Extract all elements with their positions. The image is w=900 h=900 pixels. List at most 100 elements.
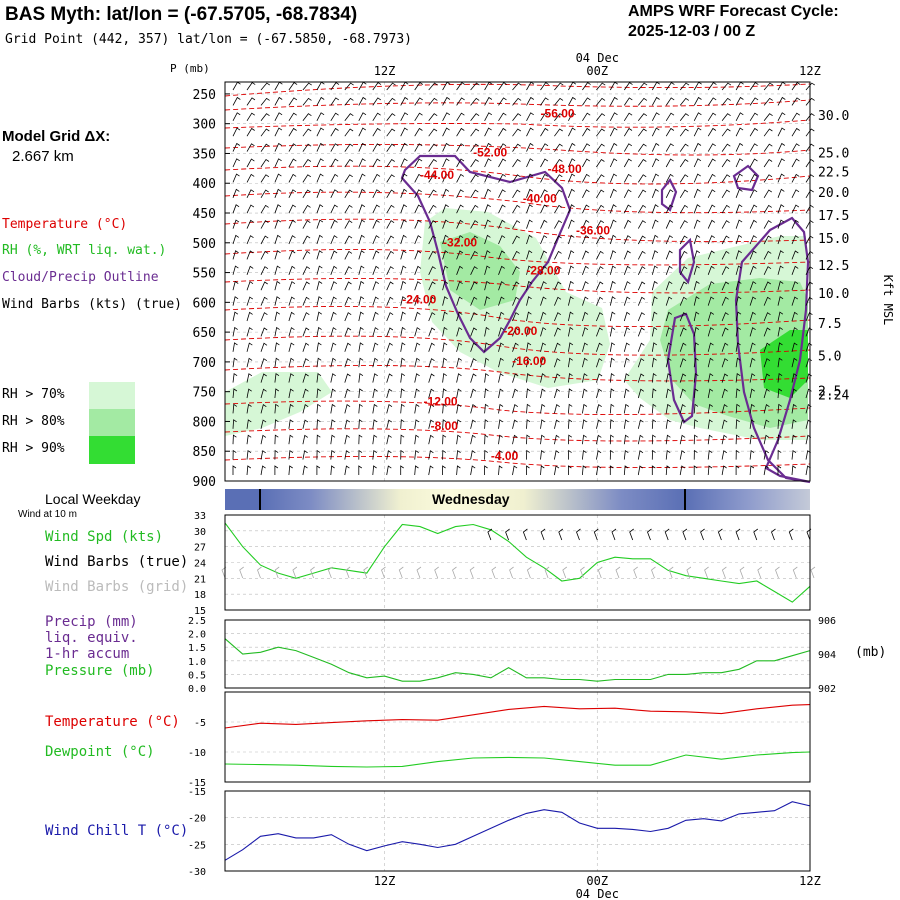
cloud-legend-label: Cloud/Precip Outline [2,270,159,285]
top-date-label: 04 Dec [576,51,619,65]
forecast-cycle-value: 2025-12-03 / 00 Z [628,23,756,40]
page-title: BAS Myth: lat/lon = (-67.5705, -68.7834) [5,4,358,25]
temperature-label-5: -36.00 [576,223,610,237]
weekday-label: Wednesday [432,491,510,507]
rh-70-swatch [89,382,135,409]
temperature-label-1: -52.00 [473,145,507,159]
height-tick-7: 10.0 [818,287,849,302]
temperature-label-11: -12.00 [424,394,458,408]
model-grid-label: Model Grid ΔX: [2,128,111,145]
grid-point-info: Grid Point (442, 357) lat/lon = (-67.585… [5,32,412,47]
bottom-time-tick-0: 12Z [374,874,396,888]
panel-3-tick--10: -10 [188,748,206,759]
height-tick-4: 17.5 [818,209,849,224]
local-weekday-label: Local Weekday [45,491,141,507]
pressure-tick-500: 500 [193,237,216,252]
wind-legend-label: Wind Barbs (kts) (true) [2,297,183,312]
wind-barbs-grid-label: Wind Barbs (grid) [45,579,189,595]
pressure-tick-900: 900 [193,475,216,490]
top-time-tick-0: 12Z [374,64,396,78]
cloud-outline-0 [400,154,572,354]
series-dewpoint-c- [224,751,811,768]
panel-2-tick-2.5: 2.5 [188,616,206,627]
rh-70-label: RH > 70% [2,387,65,402]
isotherm-11 [224,365,811,382]
wind-10m-label: Wind at 10 m [18,509,77,520]
height-tick-3: 20.0 [818,186,849,201]
wind-barbs-true-label: Wind Barbs (true) [45,554,189,570]
height-tick-9: 5.0 [818,349,841,364]
temperature-label-8: -24.00 [402,293,436,307]
panel-2-tick-2: 2.0 [188,630,206,641]
panel-2-tick-0: 0.0 [188,684,206,695]
isotherm-2 [224,119,811,129]
rh-legend-label: RH (%, WRT liq. wat.) [2,243,167,258]
pressure-right-tick-902: 902 [818,684,836,695]
pressure-tick-800: 800 [193,415,216,430]
panel-1-tick-27: 27 [194,543,206,554]
pressure-tick-400: 400 [193,177,216,192]
top-time-tick-2: 12Z [799,64,821,78]
series-temperature-c- [224,704,811,729]
height-tick-1: 25.0 [818,146,849,161]
cloud-outline-4 [666,312,698,424]
isotherm-0 [224,83,811,97]
panel-frame-3 [224,691,811,783]
panel-frame-1 [224,514,811,611]
panel-2-tick-0.5: 0.5 [188,670,206,681]
pressure-label: Pressure (mb) [45,663,155,679]
panel-1-tick-18: 18 [194,590,206,601]
panel-4-tick--20: -20 [188,814,206,825]
pressure-right-tick-906: 906 [818,616,836,627]
panel-2-tick-1: 1.0 [188,657,206,668]
weekday-night-left [225,489,260,510]
panel-1-tick-24: 24 [194,559,206,570]
height-tick-6: 12.5 [818,259,849,274]
wind-chill-label: Wind Chill T (°C) [45,823,189,839]
pressure-tick-550: 550 [193,267,216,282]
pressure-unit-label: (mb) [855,645,886,660]
pressure-tick-650: 650 [193,326,216,341]
bottom-time-tick-1: 00Z [586,874,608,888]
pressure-axis-title: P (mb) [170,62,210,75]
pressure-tick-250: 250 [193,88,216,103]
isotherm-9 [224,305,811,327]
pressure-tick-600: 600 [193,296,216,311]
temperature-label-13: -4.00 [491,449,519,463]
weekday-day-wednesday [260,489,685,510]
pressure-tick-300: 300 [193,118,216,133]
isotherm-14 [224,456,811,469]
wind-speed-label: Wind Spd (kts) [45,529,164,545]
bottom-time-tick-2: 12Z [799,874,821,888]
panel-1-tick-30: 30 [194,527,206,538]
pressure-right-tick-904: 904 [818,650,836,661]
panel-3-tick--5: -5 [194,718,206,729]
panel-frame-2 [224,619,811,689]
panel-1-tick-21: 21 [194,574,206,585]
panel-3-tick--15: -15 [188,778,206,789]
rh-field-0 [225,372,332,436]
temperature-label-0: -56.00 [541,107,575,121]
series-wind-chill-t-c- [224,801,811,861]
cloud-outline-5 [734,216,811,484]
precip-label: Precip (mm) [45,614,138,630]
panel-4-tick--25: -25 [188,840,206,851]
temperature-label-7: -28.00 [526,263,560,277]
cloud-outline-2 [732,164,760,192]
panel-1-tick-15: 15 [194,606,206,617]
height-tick-0: 30.0 [818,109,849,124]
rh-field-5 [760,330,808,398]
weekday-night-right [685,489,810,510]
isotherm-6 [224,218,811,243]
temperature-label-10: -16.00 [512,354,546,368]
isotherm-3 [224,144,811,156]
temperature-label-3: -44.00 [420,168,454,182]
dewpoint-panel-label: Dewpoint (°C) [45,744,155,760]
top-time-tick-1: 00Z [586,64,608,78]
cloud-outline-1 [660,177,678,212]
temperature-label-4: -40.00 [523,191,557,205]
pressure-tick-750: 750 [193,386,216,401]
temperature-label-2: -48.00 [548,162,582,176]
cross-section-frame [224,81,811,482]
